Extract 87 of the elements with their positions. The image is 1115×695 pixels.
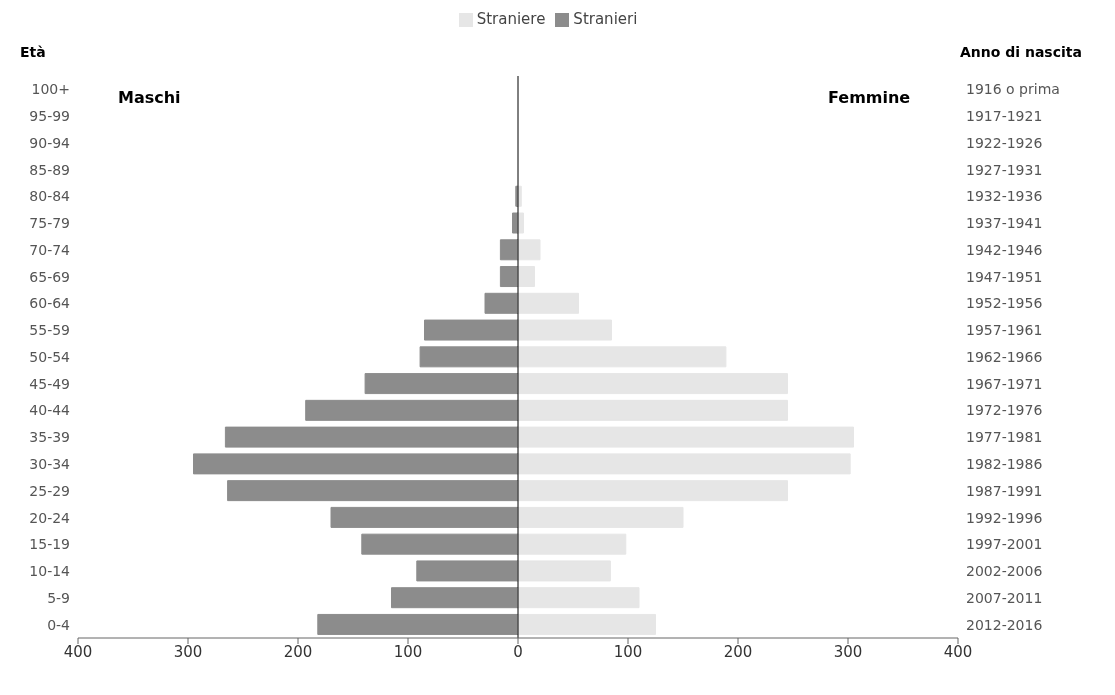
legend-label: Straniere — [476, 10, 546, 28]
legend-label: Stranieri — [573, 10, 638, 28]
y-tick-label: 20-24 — [29, 509, 71, 526]
y2-tick-label: 1977-1981 — [966, 429, 1043, 446]
bar — [517, 480, 788, 502]
bar — [361, 533, 519, 555]
y-tick-label: 25-29 — [29, 482, 70, 499]
x-tick-label: 0 — [513, 642, 523, 661]
bar — [517, 533, 627, 555]
y-tick-label: 10-14 — [29, 563, 71, 580]
y2-tick-label: 1972-1976 — [966, 402, 1043, 419]
y2-tick-label: 2012-2016 — [966, 616, 1043, 633]
y2-tick-label: 1967-1971 — [966, 375, 1043, 392]
y2-tick-label: 1962-1966 — [966, 348, 1043, 365]
y-tick-label: 75-79 — [29, 215, 70, 232]
bar — [224, 426, 519, 448]
y-tick-label: 35-39 — [29, 429, 70, 446]
bar — [305, 399, 519, 421]
y-axis-title: Età — [20, 44, 46, 60]
bar — [424, 319, 519, 341]
y2-tick-label: 1947-1951 — [966, 268, 1043, 285]
x-tick-label: 100 — [393, 642, 423, 661]
x-tick-label: 200 — [723, 642, 753, 661]
y2-tick-label: 2002-2006 — [966, 563, 1043, 580]
annotation: Femmine — [828, 88, 911, 107]
y-tick-label: 50-54 — [29, 348, 71, 365]
bar — [517, 399, 788, 421]
y-tick-label: 5-9 — [47, 589, 70, 606]
bar — [484, 292, 519, 314]
y-tick-label: 95-99 — [29, 108, 70, 125]
y-tick-label: 80-84 — [29, 188, 71, 205]
x-tick-label: 100 — [613, 642, 643, 661]
y2-tick-label: 1982-1986 — [966, 456, 1043, 473]
y2-tick-label: 1957-1961 — [966, 322, 1043, 339]
y2-tick-label: 2007-2011 — [966, 589, 1043, 606]
y2-tick-label: 1992-1996 — [966, 509, 1043, 526]
bar — [517, 506, 684, 528]
bar — [517, 453, 851, 475]
y-tick-label: 100+ — [31, 81, 70, 98]
bar — [517, 426, 854, 448]
y-tick-label: 40-44 — [29, 402, 71, 419]
annotation: Maschi — [118, 88, 181, 107]
y2-tick-label: 1997-2001 — [966, 536, 1043, 553]
bar — [317, 613, 519, 635]
bar — [517, 319, 612, 341]
y2-tick-label: 1952-1956 — [966, 295, 1043, 312]
y-tick-label: 15-19 — [29, 536, 70, 553]
y-tick-label: 0-4 — [47, 616, 71, 633]
y2-tick-label: 1942-1946 — [966, 241, 1043, 258]
x-tick-label: 300 — [173, 642, 203, 661]
x-tick-label: 200 — [283, 642, 313, 661]
y-tick-label: 70-74 — [29, 241, 71, 258]
y2-tick-label: 1916 o prima — [966, 81, 1060, 98]
y2-tick-label: 1922-1926 — [966, 134, 1043, 151]
bar — [517, 373, 788, 395]
y2-tick-label: 1987-1991 — [966, 482, 1043, 499]
x-tick-label: 400 — [63, 642, 93, 661]
bar — [499, 266, 519, 288]
y2-tick-label: 1932-1936 — [966, 188, 1043, 205]
y-tick-label: 85-89 — [29, 161, 70, 178]
bar — [517, 346, 727, 368]
x-tick-label: 400 — [943, 642, 973, 661]
y-tick-label: 60-64 — [29, 295, 71, 312]
y-tick-label: 65-69 — [29, 268, 70, 285]
bar — [517, 560, 611, 582]
bar — [227, 480, 519, 502]
y-tick-label: 45-49 — [29, 375, 70, 392]
bar — [517, 292, 579, 314]
bar — [193, 453, 519, 475]
y2-tick-label: 1937-1941 — [966, 215, 1043, 232]
bar — [499, 239, 519, 261]
bar — [416, 560, 519, 582]
bar — [364, 373, 519, 395]
y-tick-label: 30-34 — [29, 456, 71, 473]
bar — [517, 239, 541, 261]
y-tick-label: 90-94 — [29, 134, 71, 151]
y2-axis-title: Anno di nascita — [960, 44, 1082, 60]
x-tick-label: 300 — [833, 642, 863, 661]
y2-tick-label: 1917-1921 — [966, 108, 1043, 125]
y-tick-label: 55-59 — [29, 322, 70, 339]
bar — [419, 346, 519, 368]
y2-tick-label: 1927-1931 — [966, 161, 1043, 178]
bar — [391, 587, 519, 609]
bar — [330, 506, 519, 528]
bar — [517, 613, 656, 635]
bar — [517, 266, 535, 288]
bar — [517, 587, 640, 609]
